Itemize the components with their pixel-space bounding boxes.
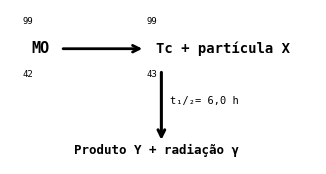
Text: 42: 42 xyxy=(23,70,34,79)
Text: Produto Y + radiação γ: Produto Y + radiação γ xyxy=(74,144,239,157)
Text: 43: 43 xyxy=(147,70,157,79)
Text: MO: MO xyxy=(31,41,49,56)
Text: 99: 99 xyxy=(23,17,34,26)
Text: 99: 99 xyxy=(147,17,157,26)
Text: t₁/₂= 6,0 h: t₁/₂= 6,0 h xyxy=(170,96,238,106)
Text: Tc + partícula X: Tc + partícula X xyxy=(156,41,290,56)
